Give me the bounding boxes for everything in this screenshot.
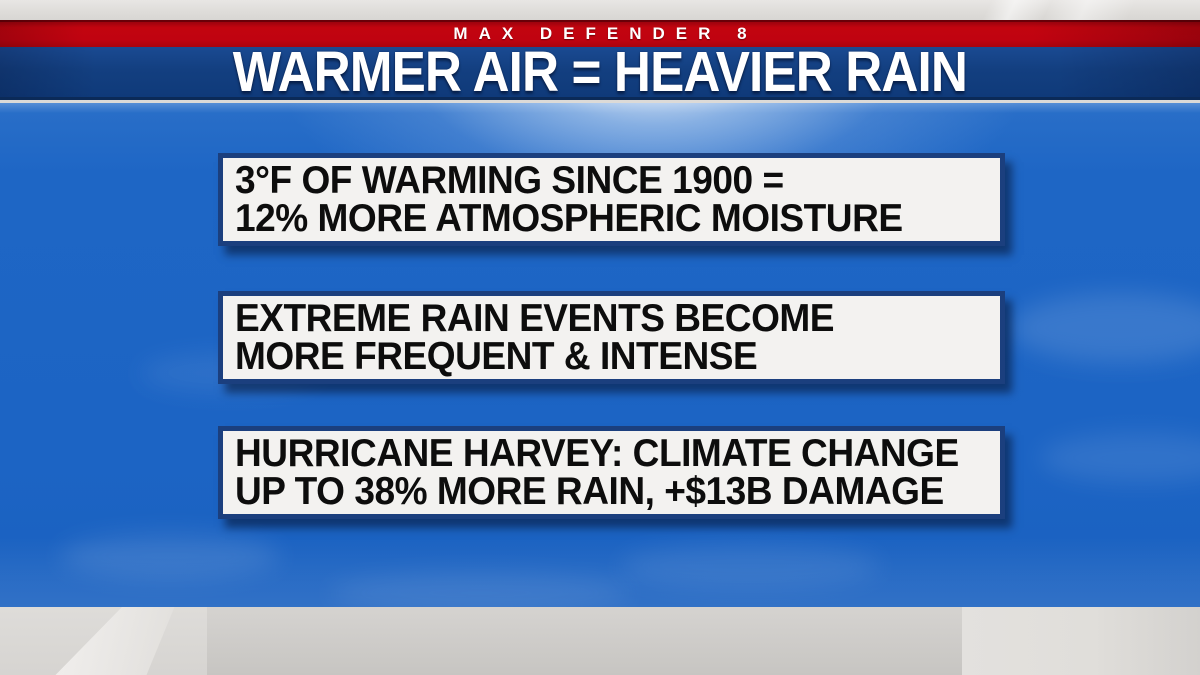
headline-title: WARMER AIR = HEAVIER RAIN [232,40,968,104]
station-brand-banner: MAX DEFENDER 8 [0,20,1200,47]
fact-line: 3°F OF WARMING SINCE 1900 = [235,159,784,202]
cloud [620,543,880,589]
fact-line: MORE FREQUENT & INTENSE [235,335,758,378]
cloud [1010,293,1200,363]
fact-line: 12% MORE ATMOSPHERIC MOISTURE [235,197,903,240]
cloud [60,533,280,579]
fact-card-hurricane-harvey: HURRICANE HARVEY: CLIMATE CHANGE UP TO 3… [218,426,1005,519]
studio-floor-fold [55,607,175,675]
station-brand-text: MAX DEFENDER 8 [453,24,758,43]
fact-card-warming-moisture: 3°F OF WARMING SINCE 1900 = 12% MORE ATM… [218,153,1005,246]
studio-floor-right-panel [962,607,1200,675]
fact-card-extreme-rain: EXTREME RAIN EVENTS BECOME MORE FREQUENT… [218,291,1005,384]
studio-wall-top [0,0,1200,20]
headline-banner: WARMER AIR = HEAVIER RAIN [0,40,1200,104]
cloud [1040,433,1200,483]
banner-edge-shading [0,20,1200,47]
studio-floor [0,607,1200,675]
studio-floor-slab [207,607,962,675]
fact-line: EXTREME RAIN EVENTS BECOME [235,297,835,340]
fact-line: HURRICANE HARVEY: CLIMATE CHANGE [235,432,959,475]
fact-line: UP TO 38% MORE RAIN, +$13B DAMAGE [235,470,944,513]
banner-edge-shading [0,47,1200,97]
